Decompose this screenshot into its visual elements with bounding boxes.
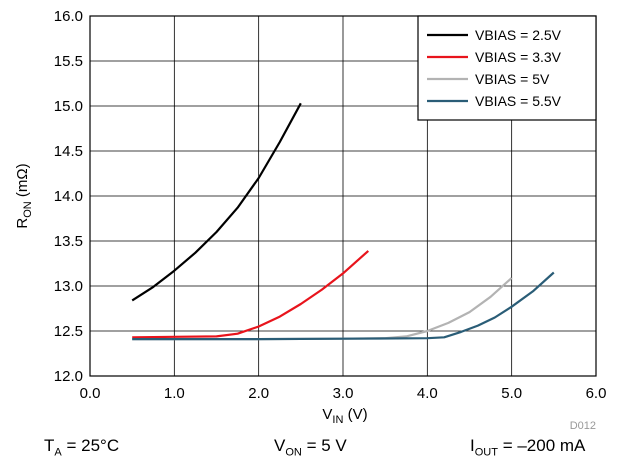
x-axis-label: VIN (V) [322, 406, 367, 426]
condition-iout: IOUT = –200 mA [470, 436, 586, 459]
legend: VBIAS = 2.5V VBIAS = 3.3V VBIAS = 5V VBIAS … [417, 15, 597, 121]
y-tick-label: 15.5 [54, 53, 83, 70]
legend-box [417, 15, 597, 121]
legend-label: VBIAS = 3.3V [475, 49, 562, 65]
y-tick-label: 13.5 [54, 233, 83, 250]
y-tick-label: 15.0 [54, 98, 83, 115]
x-tick-label: 6.0 [586, 385, 607, 402]
plot-frame [89, 15, 597, 377]
legend-label: VBIAS = 5V [475, 71, 550, 87]
x-tick-labels: 0.0 1.0 2.0 3.0 4.0 5.0 6.0 [80, 385, 607, 402]
series-lines [131, 102, 555, 341]
x-tick-label: 5.0 [501, 385, 522, 402]
y-tick-labels: 12.0 12.5 13.0 13.5 14.0 14.5 15.0 15.5 16.0 [54, 8, 83, 385]
grid [90, 16, 596, 376]
x-tick-label: 4.0 [417, 385, 438, 402]
y-tick-label: 13.0 [54, 278, 83, 295]
condition-ta: TA = 25°C [44, 436, 120, 459]
series-line-2 [132, 250, 370, 339]
legend-label: VBIAS = 2.5V [475, 27, 562, 43]
x-tick-label: 0.0 [80, 385, 101, 402]
y-axis-label: RON (mΩ) [14, 163, 34, 228]
y-tick-label: 12.5 [54, 323, 83, 340]
series-line-1 [131, 102, 302, 302]
x-tick-label: 2.0 [248, 385, 269, 402]
series-line-4 [132, 271, 555, 341]
y-tick-label: 16.0 [54, 8, 83, 25]
figure-code: D012 [570, 420, 596, 432]
x-tick-label: 1.0 [164, 385, 185, 402]
y-tick-label: 14.0 [54, 188, 83, 205]
legend-label: VBIAS = 5.5V [475, 93, 562, 109]
x-tick-label: 3.0 [333, 385, 354, 402]
y-tick-label: 12.0 [54, 368, 83, 385]
condition-von: VON = 5 V [274, 436, 347, 459]
y-tick-label: 14.5 [54, 143, 83, 160]
series-line-3 [132, 277, 513, 341]
